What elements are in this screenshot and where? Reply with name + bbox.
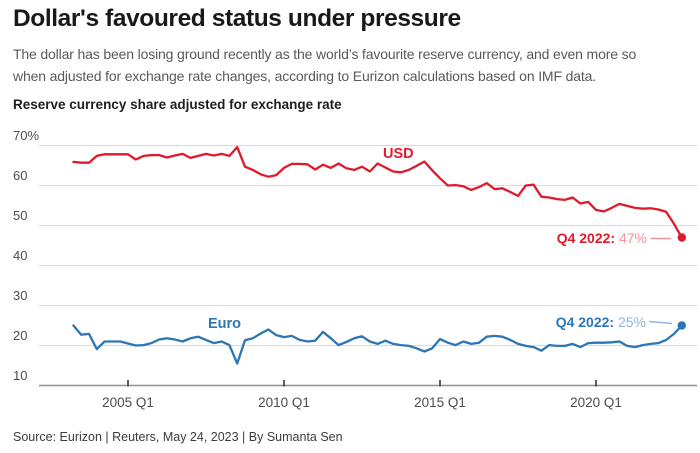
euro-series: Euro Q4 2022: 25% (72, 314, 686, 365)
euro-end-dot (677, 321, 686, 330)
euro-series-label: Euro (208, 316, 241, 332)
x-tick-label: 2010 Q1 (258, 395, 310, 410)
page-subtitle: The dollar has been losing ground recent… (13, 46, 637, 84)
usd-series: USD Q4 2022: 47% (72, 145, 686, 246)
chart-title: Reserve currency share adjusted for exch… (13, 97, 342, 112)
y-tick-label: 30 (13, 288, 27, 303)
euro-annotation-date: Q4 2022: (556, 314, 614, 330)
euro-annotation-value: 25% (614, 314, 646, 330)
usd-end-dot (677, 233, 686, 242)
y-tick-label: 70% (13, 128, 39, 143)
y-tick-label: 10 (13, 368, 27, 383)
source-attribution: Source: Eurizon | Reuters, May 24, 2023 … (13, 430, 343, 444)
gridlines (39, 145, 697, 387)
y-tick-label: 50 (13, 208, 27, 223)
euro-line (72, 324, 683, 365)
usd-line (72, 145, 683, 239)
y-tick-label: 40 (13, 248, 27, 263)
x-tick-label: 2020 Q1 (570, 395, 622, 410)
x-tick-label: 2005 Q1 (102, 395, 154, 410)
page-title: Dollar's favoured status under pressure (13, 5, 461, 32)
usd-end-annotation: Q4 2022: 47% (557, 230, 647, 246)
y-axis-labels: 70% 60 50 40 30 20 10 (13, 128, 39, 383)
y-tick-label: 60 (13, 168, 27, 183)
usd-annotation-date: Q4 2022: (557, 230, 615, 246)
euro-end-annotation: Q4 2022: 25% (556, 314, 646, 330)
euro-leader-line (648, 320, 673, 325)
usd-annotation-value: 47% (615, 230, 647, 246)
y-tick-label: 20 (13, 328, 27, 343)
usd-series-label: USD (383, 146, 414, 162)
x-axis: 2005 Q1 2010 Q1 2015 Q1 2020 Q1 (102, 380, 622, 410)
x-tick-label: 2015 Q1 (414, 395, 466, 410)
